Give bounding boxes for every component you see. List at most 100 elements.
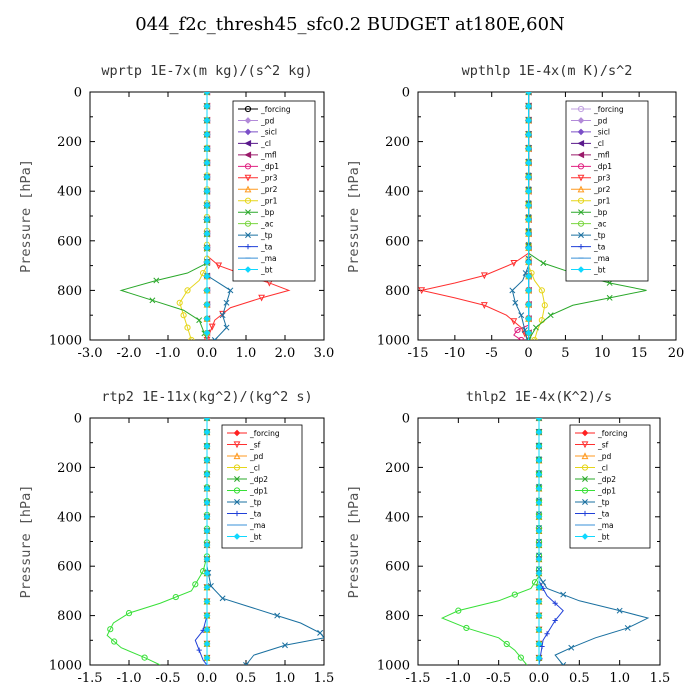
- figure-title: 044_f2c_thresh45_sfc0.2 BUDGET at180E,60…: [135, 14, 565, 35]
- series-point-bt: [203, 287, 211, 294]
- legend-label: _sicl: [593, 128, 610, 137]
- legend-label: _tp: [597, 498, 610, 507]
- series-point-bt: [535, 626, 543, 634]
- series-point-tp: [223, 324, 230, 331]
- series-point-bt: [535, 569, 543, 577]
- series-point-dp1: [511, 591, 518, 598]
- series-layer: [418, 92, 647, 340]
- legend-label: _pd: [249, 452, 264, 461]
- series-point-dp1: [503, 640, 510, 648]
- series-point-ta: [196, 647, 202, 653]
- legend-label: _forcing: [593, 105, 624, 114]
- legend-marker: [582, 499, 588, 505]
- legend-marker: [233, 441, 241, 449]
- legend-marker: [577, 105, 585, 113]
- series-point-tp: [525, 92, 532, 95]
- legend: _forcing _pd _sicl _cl _mfl _dp1 _pr3 _pr2 _pr1 _…: [232, 100, 316, 282]
- series-point-ta: [544, 631, 550, 637]
- series-point-bt: [535, 499, 543, 506]
- legend-marker: [234, 510, 240, 517]
- x-tick-label: 1.5: [650, 671, 671, 686]
- legend-label: _bt: [597, 532, 610, 541]
- series-point-bt: [525, 315, 532, 323]
- legend-marker: [244, 128, 252, 136]
- series-point-tp: [282, 642, 288, 649]
- x-tick-label: -0.5: [486, 671, 511, 686]
- series-point-dp1: [531, 579, 539, 586]
- x-tick-label: -10: [444, 346, 465, 361]
- series-point-ta: [539, 643, 545, 650]
- x-tick-label: -2.0: [116, 346, 141, 361]
- legend-label: _cl: [597, 463, 608, 472]
- legend-box: [569, 424, 651, 549]
- series-point-bt: [525, 230, 532, 238]
- y-tick-label: 1000: [377, 334, 410, 349]
- panel-title: thlp2 1E-4x(K^2)/s: [466, 389, 612, 405]
- legend-marker: [577, 197, 585, 204]
- series-point-dp1: [125, 610, 133, 617]
- series-point-bt: [203, 499, 211, 506]
- x-tick-label: -1.0: [446, 671, 471, 686]
- legend-marker: [244, 105, 252, 113]
- series-point-tp: [219, 595, 226, 602]
- series-point-bt: [525, 92, 532, 96]
- y-tick-label: 400: [385, 185, 410, 200]
- legend-label: _cl: [260, 139, 271, 148]
- legend-label: _ta: [593, 242, 605, 251]
- y-tick-label: 400: [57, 510, 82, 525]
- legend-label: _dp1: [593, 162, 612, 171]
- x-tick-label: -5: [485, 346, 498, 361]
- series-point-bt: [203, 442, 211, 450]
- panel-title: wpthlp 1E-4x(m K)/s^2: [462, 63, 633, 79]
- series-point-bt: [535, 584, 543, 591]
- legend-label: _bt: [593, 265, 606, 274]
- series-point-tp: [509, 287, 516, 294]
- series-point-bt: [203, 159, 211, 167]
- y-tick-label: 400: [57, 185, 82, 200]
- series-point-bt: [203, 569, 211, 577]
- x-tick-label: -1.0: [116, 671, 141, 686]
- series-point-bt: [203, 513, 211, 521]
- series-point-pr1: [200, 269, 207, 277]
- legend-label: _mfl: [260, 151, 277, 160]
- series-point-pr3: [510, 318, 518, 326]
- series-point-dp1: [518, 336, 525, 340]
- series-point-bt: [525, 301, 532, 308]
- x-tick-label: -1.0: [155, 346, 180, 361]
- series-point-bt: [525, 244, 532, 252]
- legend-label: _pr1: [260, 197, 278, 206]
- legend-label: _pr1: [593, 197, 611, 206]
- series-point-pr1: [184, 324, 191, 331]
- legend-marker: [577, 151, 585, 159]
- series-point-bt: [203, 418, 211, 422]
- legend-label: _pd: [597, 452, 612, 461]
- x-tick-label: 0: [524, 346, 532, 361]
- legend-marker: [233, 487, 241, 494]
- series-point-bt: [535, 457, 543, 464]
- series-point-bp: [540, 260, 547, 267]
- y-tick-label: 0: [402, 86, 410, 101]
- x-tick-label: 20: [668, 346, 685, 361]
- legend-marker: [244, 266, 252, 273]
- legend-marker: [244, 139, 252, 147]
- series-point-tp: [560, 662, 567, 665]
- series-point-tp: [274, 612, 281, 619]
- series-point-bt: [203, 428, 211, 436]
- series-line-tp: [206, 418, 324, 665]
- series-point-bt: [525, 117, 532, 124]
- series-point-tp: [223, 299, 230, 306]
- legend-label: _dp2: [597, 475, 616, 484]
- series-point-dp1: [455, 607, 462, 614]
- legend-marker: [578, 209, 584, 216]
- series-point-bt: [525, 187, 532, 195]
- legend-marker: [581, 429, 589, 437]
- legend-marker: [581, 487, 589, 494]
- series-point-bt: [525, 173, 532, 181]
- series-point-bt: [535, 612, 543, 619]
- legend-marker: [577, 185, 585, 193]
- legend-label: _dp1: [260, 162, 279, 171]
- legend-marker: [582, 510, 588, 517]
- legend-label: _ma: [593, 254, 610, 263]
- series-point-bt: [525, 202, 532, 209]
